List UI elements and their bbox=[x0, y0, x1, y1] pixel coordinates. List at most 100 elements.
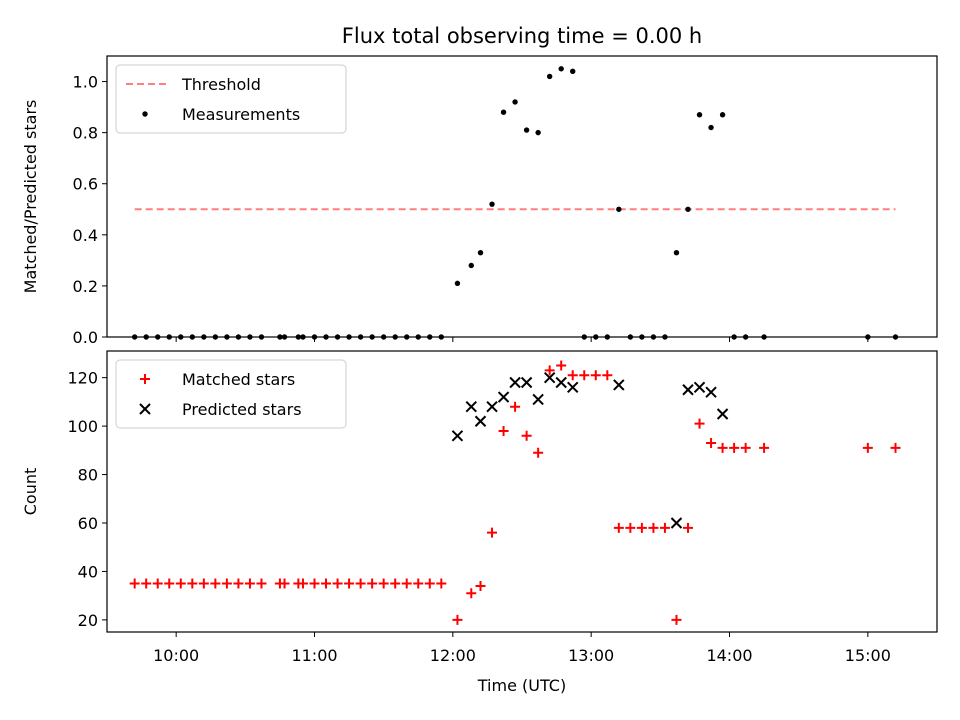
data-point bbox=[512, 99, 518, 105]
legend-label: Predicted stars bbox=[182, 400, 302, 419]
x-tick-label: 14:00 bbox=[706, 646, 752, 665]
data-point bbox=[256, 578, 267, 589]
data-point bbox=[862, 442, 873, 453]
y-tick-label: 60 bbox=[78, 514, 98, 533]
data-point bbox=[602, 370, 613, 381]
data-point bbox=[544, 365, 555, 376]
data-point bbox=[696, 112, 703, 118]
data-point bbox=[210, 578, 221, 589]
data-point bbox=[523, 127, 530, 133]
data-point bbox=[152, 578, 163, 589]
data-point bbox=[509, 376, 521, 389]
data-point bbox=[175, 578, 186, 589]
data-point bbox=[543, 371, 556, 384]
data-point bbox=[683, 522, 693, 533]
legend-label: Measurements bbox=[182, 105, 300, 124]
legend-box bbox=[115, 64, 347, 134]
data-point bbox=[355, 578, 366, 589]
data-point bbox=[673, 250, 680, 256]
data-point bbox=[706, 438, 717, 449]
data-point bbox=[367, 578, 378, 589]
y-tick-label: 40 bbox=[78, 562, 98, 581]
x-tick-label: 12:00 bbox=[430, 646, 476, 665]
x-tick-label: 11:00 bbox=[291, 646, 337, 665]
data-point bbox=[344, 578, 355, 589]
bottom-panel: 20 40 60 80 100 120 10:00 11:00 12:00 13:00 14:00 1… bbox=[21, 350, 938, 695]
data-point bbox=[659, 522, 670, 533]
data-point bbox=[454, 280, 461, 287]
legend-swatch bbox=[142, 111, 148, 117]
data-point bbox=[244, 578, 255, 589]
data-point bbox=[729, 442, 740, 453]
data-point bbox=[558, 66, 564, 72]
data-point bbox=[590, 370, 601, 381]
data-point bbox=[497, 391, 510, 403]
data-point bbox=[890, 442, 901, 453]
data-point bbox=[616, 206, 622, 212]
data-point bbox=[567, 370, 578, 381]
legend-label: Matched stars bbox=[182, 370, 295, 389]
data-point bbox=[309, 578, 320, 589]
legend-label: Threshold bbox=[181, 75, 261, 94]
data-point bbox=[413, 578, 424, 589]
axes-frame bbox=[106, 350, 938, 633]
data-point bbox=[613, 522, 624, 533]
data-point bbox=[297, 578, 308, 589]
data-point bbox=[489, 201, 495, 207]
data-point bbox=[451, 430, 464, 442]
data-point bbox=[498, 425, 509, 436]
y-tick-label: 0.2 bbox=[73, 277, 98, 296]
data-point bbox=[521, 430, 532, 441]
top-panel: 0.0 0.2 0.4 0.6 0.8 1.0 Matched/Predicted star… bbox=[21, 55, 938, 347]
data-point bbox=[452, 614, 463, 625]
data-point bbox=[129, 578, 140, 589]
data-point bbox=[465, 401, 477, 413]
data-point bbox=[685, 206, 691, 212]
y-tick-label: 20 bbox=[78, 611, 98, 630]
data-point bbox=[693, 381, 706, 394]
data-point bbox=[533, 447, 544, 458]
y-tick-label: 0.6 bbox=[73, 175, 98, 194]
data-point bbox=[510, 401, 521, 412]
data-point bbox=[567, 381, 579, 394]
data-point bbox=[520, 376, 533, 389]
series-predicted-stars bbox=[451, 371, 729, 529]
data-point bbox=[468, 262, 474, 269]
legend-swatch bbox=[140, 374, 150, 384]
data-point bbox=[474, 415, 487, 427]
y-tick-label: 0.0 bbox=[73, 328, 98, 347]
y-axis-label: Matched/Predicted stars bbox=[21, 100, 40, 294]
data-point bbox=[221, 578, 232, 589]
data-point bbox=[477, 250, 484, 256]
legend: Threshold Measurements bbox=[115, 64, 347, 134]
chart-title: Flux total observing time = 0.00 h bbox=[342, 24, 702, 48]
data-point bbox=[708, 124, 714, 131]
data-point bbox=[198, 578, 209, 589]
y-tick-label: 80 bbox=[78, 466, 98, 485]
data-point bbox=[579, 370, 590, 381]
data-point bbox=[705, 386, 717, 398]
data-point bbox=[546, 73, 553, 80]
data-point bbox=[570, 68, 576, 75]
y-tick-label: 0.4 bbox=[73, 226, 98, 245]
legend: Matched stars Predicted stars bbox=[115, 359, 347, 429]
data-point bbox=[164, 578, 175, 589]
data-point bbox=[682, 384, 694, 396]
data-point bbox=[233, 578, 244, 589]
y-tick-label: 120 bbox=[67, 369, 98, 388]
y-tick-label: 0.8 bbox=[73, 124, 98, 143]
series-matched-stars bbox=[129, 360, 901, 625]
data-point bbox=[555, 376, 567, 389]
data-point bbox=[535, 129, 541, 136]
data-point bbox=[759, 442, 770, 453]
data-point bbox=[670, 517, 683, 529]
data-point bbox=[401, 578, 412, 589]
data-point bbox=[378, 578, 389, 589]
legend-swatch bbox=[139, 403, 151, 415]
x-tick-label: 15:00 bbox=[845, 646, 891, 665]
y-tick-label: 1.0 bbox=[73, 73, 98, 92]
data-point bbox=[556, 360, 567, 371]
data-point bbox=[740, 442, 751, 453]
data-point bbox=[486, 401, 498, 413]
data-point bbox=[321, 578, 332, 589]
